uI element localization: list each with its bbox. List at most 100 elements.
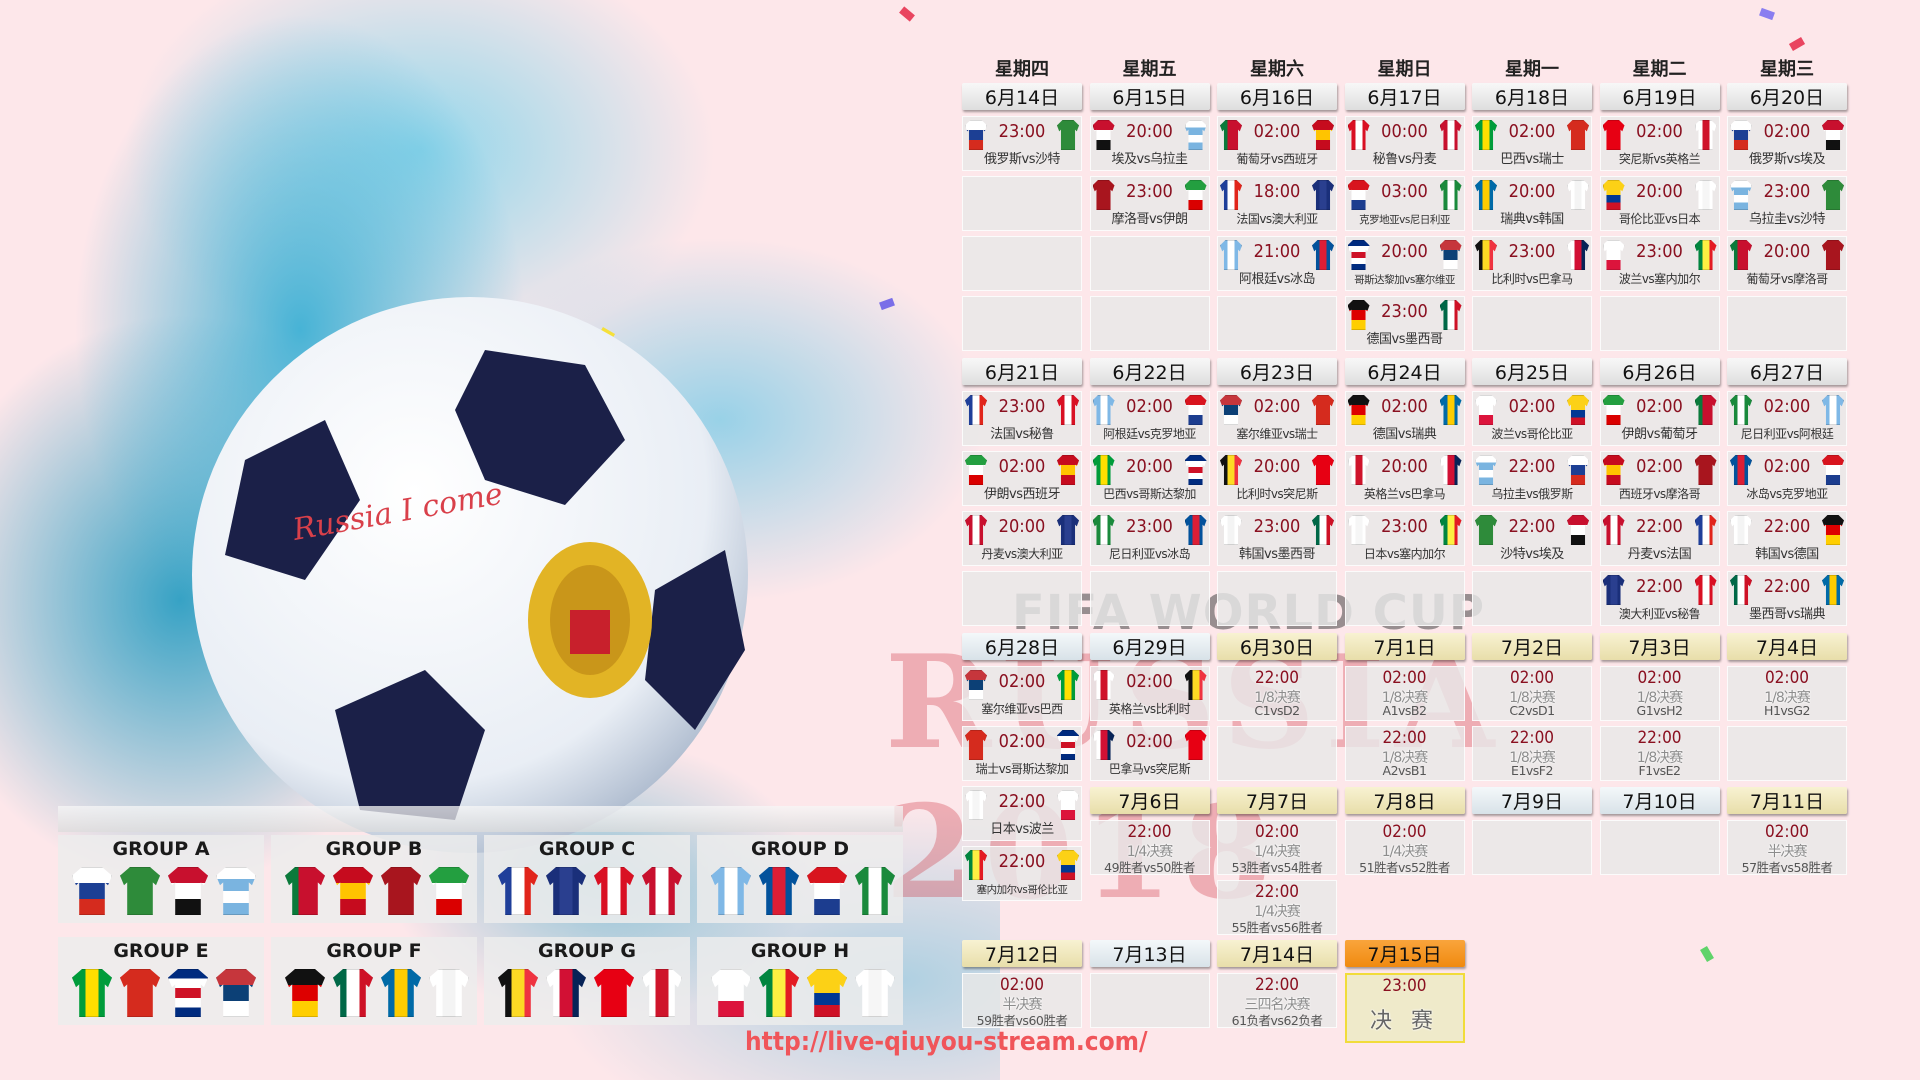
match-cell[interactable]: 22:00 1/4决赛 49胜者vs50胜者 — [1089, 820, 1210, 875]
match-cell[interactable]: 22:00 1/4决赛 55胜者vs56胜者 — [1217, 880, 1337, 935]
match-cell[interactable]: 22:00 沙特vs埃及 — [1472, 511, 1592, 566]
match-cell[interactable]: 23:00 日本vs塞内加尔 — [1344, 511, 1465, 566]
date-header: 6月25日 — [1472, 358, 1592, 385]
match-cell[interactable]: 02:00 半决赛 57胜者vs58胜者 — [1727, 820, 1847, 875]
jersey-icon — [546, 969, 586, 1017]
match-cell[interactable]: 23:00 摩洛哥vs伊朗 — [1089, 176, 1210, 231]
match-cell[interactable]: 23:00 俄罗斯vs沙特 — [962, 116, 1082, 171]
match-time: 20:00 — [1253, 456, 1301, 477]
match-cell[interactable]: 23:00 法国vs秘鲁 — [962, 391, 1082, 446]
match-teams: 德国vs瑞典 — [1372, 427, 1437, 442]
match-cell[interactable]: 02:00 1/8决赛 H1vsG2 — [1727, 666, 1847, 721]
match-teams: 俄罗斯vs沙特 — [984, 152, 1060, 167]
match-cell[interactable]: 22:00 墨西哥vs瑞典 — [1727, 571, 1847, 626]
match-cell[interactable]: 22:00 丹麦vs法国 — [1599, 511, 1720, 566]
match-time: 22:00 — [998, 791, 1046, 812]
match-cell[interactable]: 20:00 埃及vs乌拉圭 — [1089, 116, 1210, 171]
match-cell[interactable]: 02:00 波兰vs哥伦比亚 — [1472, 391, 1592, 446]
match-cell[interactable]: 22:00 塞内加尔vs哥伦比亚 — [962, 846, 1082, 901]
match-cell[interactable]: 18:00 法国vs澳大利亚 — [1217, 176, 1337, 231]
match-cell[interactable]: 02:00 西班牙vs摩洛哥 — [1599, 451, 1720, 506]
jersey-icon — [1475, 455, 1497, 485]
match-cell[interactable]: 22:00 1/8决赛 E1vsF2 — [1472, 726, 1592, 781]
match-cell[interactable]: 02:00 瑞士vs哥斯达黎加 — [962, 726, 1082, 781]
match-cell[interactable]: 22:00 三四名决赛 61负者vs62负者 — [1217, 973, 1337, 1028]
match-cell[interactable]: 02:00 巴拿马vs突尼斯 — [1089, 726, 1210, 781]
jersey-icon — [285, 969, 325, 1017]
match-cell[interactable]: 22:00 乌拉圭vs俄罗斯 — [1472, 451, 1592, 506]
group-title: GROUP D — [750, 838, 850, 860]
match-cell[interactable]: 02:00 1/4决赛 51胜者vs52胜者 — [1344, 820, 1465, 875]
match-cell[interactable]: 22:00 1/8决赛 F1vsE2 — [1599, 726, 1720, 781]
match-cell[interactable]: 22:00 韩国vs德国 — [1727, 511, 1847, 566]
match-cell[interactable]: 23:00 德国vs墨西哥 — [1344, 296, 1465, 351]
website-link[interactable]: http://live-qiuyou-stream.com/ — [745, 1027, 1148, 1057]
match-time: 20:00 — [1126, 456, 1173, 477]
match-cell[interactable]: 02:00 德国vs瑞典 — [1344, 391, 1465, 446]
match-time: 02:00 — [1508, 121, 1556, 142]
match-cell[interactable]: 02:00 尼日利亚vs阿根廷 — [1727, 391, 1847, 446]
match-cell[interactable]: 22:00 1/8决赛 A2vsB1 — [1344, 726, 1465, 781]
match-stage: 1/8决赛 — [1381, 690, 1429, 706]
ball-patch — [335, 670, 485, 820]
match-cell[interactable]: 02:00 冰岛vs克罗地亚 — [1727, 451, 1847, 506]
match-cell[interactable]: 20:00 葡萄牙vs摩洛哥 — [1727, 236, 1847, 291]
match-cell[interactable]: 02:00 1/8决赛 A1vsB2 — [1344, 666, 1465, 721]
match-cell[interactable]: 02:00 伊朗vs葡萄牙 — [1599, 391, 1720, 446]
jersey-icon — [807, 969, 847, 1017]
match-cell[interactable]: 20:00 哥伦比亚vs日本 — [1599, 176, 1720, 231]
match-cell[interactable]: 20:00 比利时vs突尼斯 — [1217, 451, 1337, 506]
match-stage: 1/8决赛 — [1509, 690, 1556, 706]
match-teams: 俄罗斯vs埃及 — [1749, 152, 1825, 167]
match-cell[interactable]: 02:00 英格兰vs比利时 — [1089, 666, 1210, 721]
match-cell[interactable]: 02:00 巴西vs瑞士 — [1472, 116, 1592, 171]
match-cell[interactable]: 02:00 半决赛 59胜者vs60胜者 — [962, 973, 1082, 1028]
match-cell[interactable]: 20:00 英格兰vs巴拿马 — [1344, 451, 1465, 506]
match-teams: 巴西vs瑞士 — [1500, 152, 1564, 167]
match-cell[interactable]: 23:00 决 赛 — [1344, 973, 1465, 1043]
jersey-icon — [1602, 575, 1625, 605]
empty-slot — [1472, 571, 1592, 626]
match-cell[interactable]: 00:00 秘鲁vs丹麦 — [1344, 116, 1465, 171]
weekday-label: 星期四 — [995, 59, 1049, 80]
match-cell[interactable]: 23:00 乌拉圭vs沙特 — [1727, 176, 1847, 231]
match-cell[interactable]: 02:00 1/8决赛 C2vsD1 — [1472, 666, 1592, 721]
jersey-icon — [381, 969, 421, 1017]
jersey-icon — [1184, 515, 1207, 545]
match-cell[interactable]: 02:00 塞尔维亚vs巴西 — [962, 666, 1082, 721]
match-cell[interactable]: 20:00 瑞典vs韩国 — [1472, 176, 1592, 231]
group-card: GROUP A — [58, 835, 264, 923]
date-header: 7月3日 — [1599, 633, 1720, 660]
empty-slot — [962, 176, 1082, 231]
match-cell[interactable]: 22:00 澳大利亚vs秘鲁 — [1599, 571, 1720, 626]
match-cell[interactable]: 02:00 1/4决赛 53胜者vs54胜者 — [1217, 820, 1337, 875]
match-cell[interactable]: 02:00 突尼斯vs英格兰 — [1599, 116, 1720, 171]
jersey-icon — [1184, 120, 1207, 150]
match-cell[interactable]: 23:00 波兰vs塞内加尔 — [1599, 236, 1720, 291]
match-cell[interactable]: 03:00 克罗地亚vs尼日利亚 — [1344, 176, 1465, 231]
match-cell[interactable]: 20:00 哥斯达黎加vs塞尔维亚 — [1344, 236, 1465, 291]
match-time: 22:00 — [1763, 576, 1811, 597]
match-cell[interactable]: 23:00 尼日利亚vs冰岛 — [1089, 511, 1210, 566]
jersey-icon — [965, 515, 987, 545]
jersey-icon — [1184, 730, 1207, 760]
match-cell[interactable]: 02:00 葡萄牙vs西班牙 — [1217, 116, 1337, 171]
match-time: 02:00 — [1636, 396, 1683, 417]
match-cell[interactable]: 20:00 丹麦vs澳大利亚 — [962, 511, 1082, 566]
match-cell[interactable]: 21:00 阿根廷vs冰岛 — [1217, 236, 1337, 291]
match-cell[interactable]: 23:00 比利时vs巴拿马 — [1472, 236, 1592, 291]
match-stage: 1/8决赛 — [1254, 690, 1301, 706]
match-cell[interactable]: 22:00 1/8决赛 C1vsD2 — [1217, 666, 1337, 721]
match-cell[interactable]: 02:00 阿根廷vs克罗地亚 — [1089, 391, 1210, 446]
match-cell[interactable]: 02:00 伊朗vs西班牙 — [962, 451, 1082, 506]
date-header: 6月29日 — [1089, 633, 1210, 660]
match-cell[interactable]: 02:00 俄罗斯vs埃及 — [1727, 116, 1847, 171]
match-cell[interactable]: 23:00 韩国vs墨西哥 — [1217, 511, 1337, 566]
match-teams: 澳大利亚vs秘鲁 — [1618, 607, 1701, 621]
match-cell[interactable]: 20:00 巴西vs哥斯达黎加 — [1089, 451, 1210, 506]
match-cell[interactable]: 02:00 1/8决赛 G1vsH2 — [1599, 666, 1720, 721]
match-cell[interactable]: 02:00 塞尔维亚vs瑞士 — [1217, 391, 1337, 446]
jersey-icon — [965, 790, 987, 820]
match-teams: 葡萄牙vs西班牙 — [1236, 152, 1318, 166]
match-cell[interactable]: 22:00 日本vs波兰 — [962, 786, 1082, 841]
